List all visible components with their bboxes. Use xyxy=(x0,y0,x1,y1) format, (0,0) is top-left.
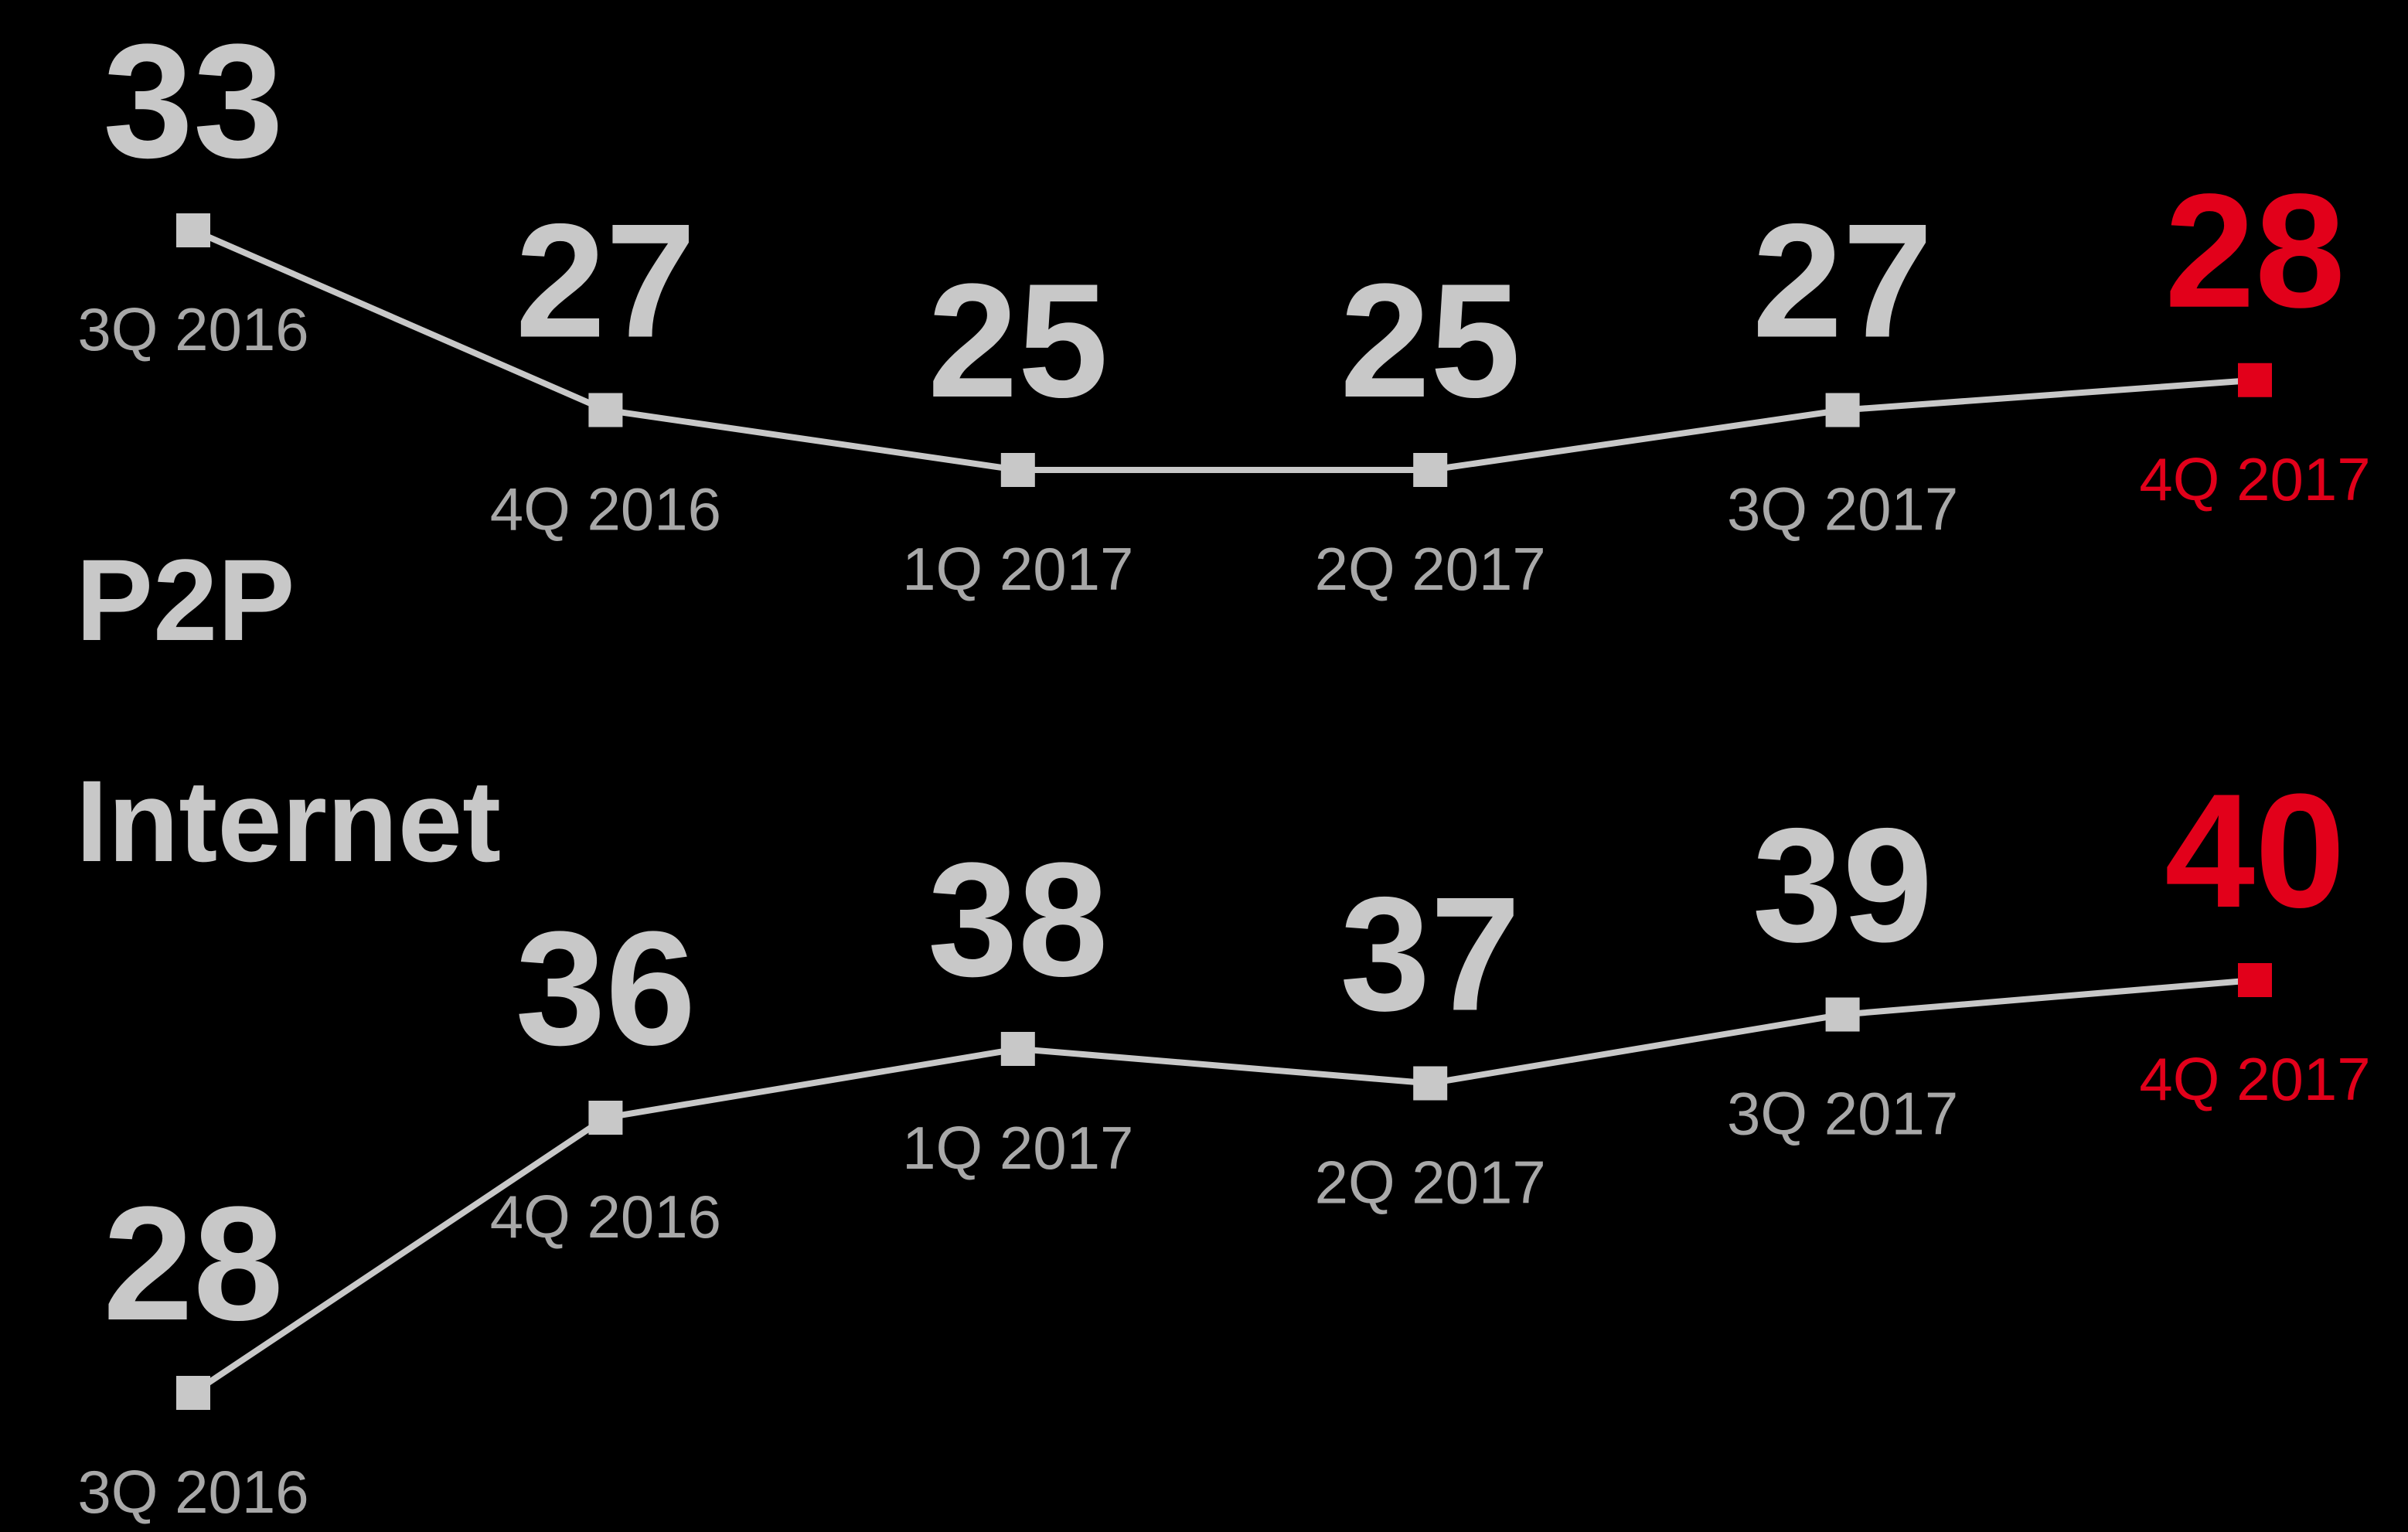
value-label: 27 xyxy=(1752,190,1933,372)
value-label: 40 xyxy=(2164,760,2345,941)
value-label: 36 xyxy=(516,897,697,1079)
line xyxy=(192,227,2256,473)
value-label: 27 xyxy=(516,190,697,372)
value-label: 37 xyxy=(1340,863,1521,1045)
chart-title: P2P xyxy=(76,535,295,665)
marker xyxy=(1000,453,1035,487)
category-label: 4Q 2017 xyxy=(2139,1045,2370,1113)
value-label: 25 xyxy=(928,250,1109,431)
marker xyxy=(176,1376,210,1410)
category-label: 3Q 2017 xyxy=(1727,1080,1958,1148)
category-label: 1Q 2017 xyxy=(902,1114,1133,1182)
marker xyxy=(1000,1032,1035,1066)
value-label: 28 xyxy=(103,1173,284,1354)
marker xyxy=(1825,997,1860,1032)
category-label: 3Q 2016 xyxy=(77,1458,308,1526)
marker xyxy=(588,1101,623,1135)
value-label: 38 xyxy=(928,829,1109,1010)
category-label: 4Q 2016 xyxy=(490,475,721,543)
chart-title: Internet xyxy=(76,756,501,886)
marker xyxy=(2238,363,2272,397)
marker xyxy=(1825,393,1860,427)
value-label: 25 xyxy=(1340,250,1521,431)
marker xyxy=(1413,453,1448,487)
value-label: 33 xyxy=(103,10,284,192)
marker xyxy=(1413,1066,1448,1101)
line xyxy=(191,977,2256,1396)
category-label: 2Q 2017 xyxy=(1315,535,1546,603)
marker xyxy=(176,213,210,247)
category-label: 3Q 2017 xyxy=(1727,475,1958,543)
category-label: 4Q 2017 xyxy=(2139,445,2370,513)
marker xyxy=(2238,963,2272,997)
category-label: 3Q 2016 xyxy=(77,295,308,363)
marker xyxy=(588,393,623,427)
value-label: 39 xyxy=(1752,795,1933,976)
category-label: 4Q 2016 xyxy=(490,1183,721,1251)
category-label: 2Q 2017 xyxy=(1315,1149,1546,1217)
value-label: 28 xyxy=(2164,160,2345,342)
category-label: 1Q 2017 xyxy=(902,535,1133,603)
